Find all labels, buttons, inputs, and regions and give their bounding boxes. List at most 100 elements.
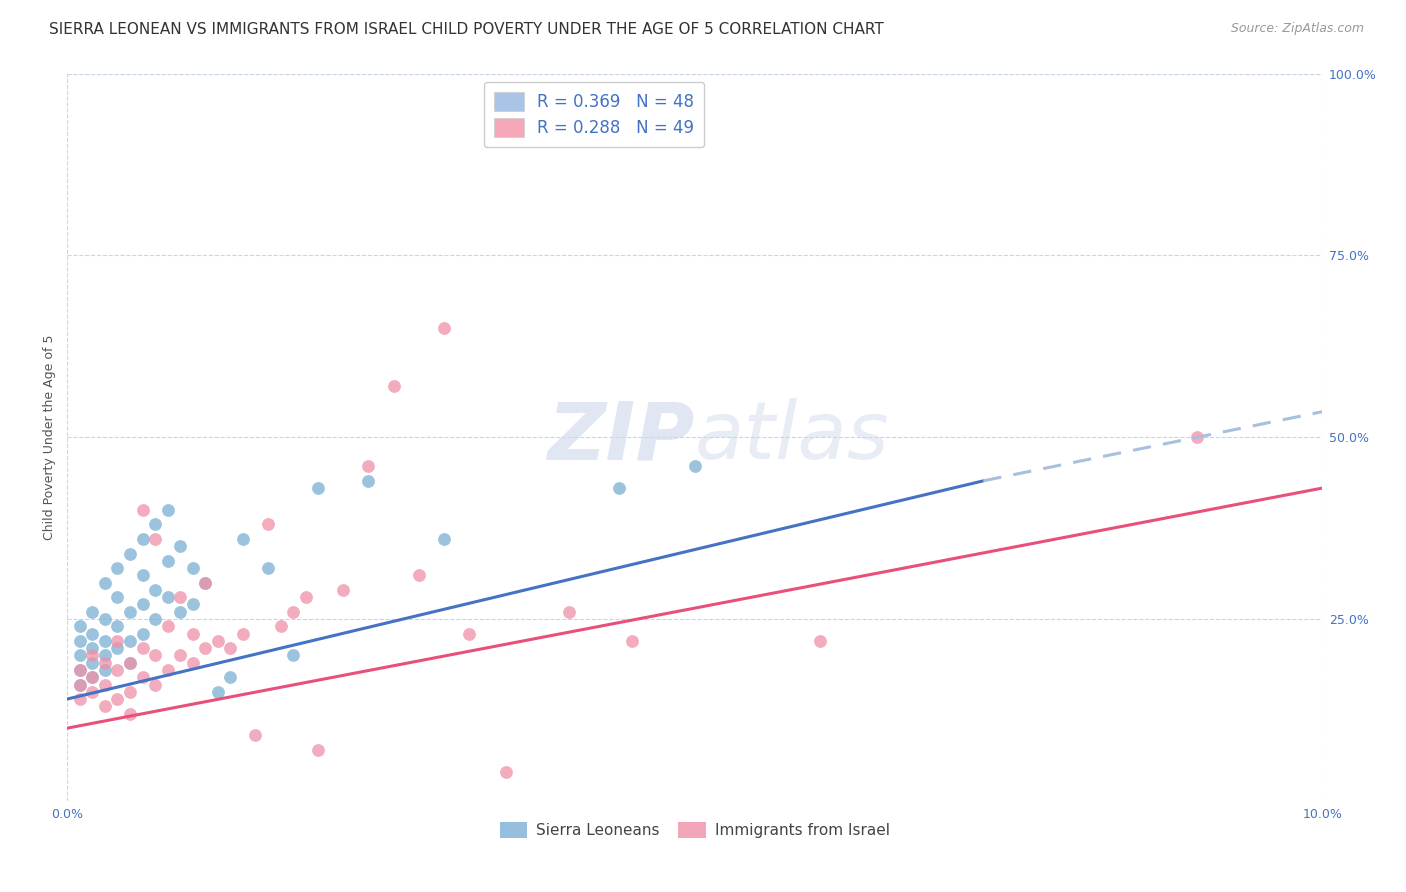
Point: [169, 605, 191, 619]
Point: [558, 605, 581, 619]
Point: [357, 474, 380, 488]
Point: [143, 517, 166, 532]
Point: [245, 728, 267, 742]
Point: [609, 481, 631, 495]
Y-axis label: Child Poverty Under the Age of 5: Child Poverty Under the Age of 5: [44, 334, 56, 540]
Point: [118, 633, 141, 648]
Point: [69, 692, 91, 706]
Point: [169, 539, 191, 553]
Point: [82, 626, 104, 640]
Point: [433, 321, 456, 335]
Text: SIERRA LEONEAN VS IMMIGRANTS FROM ISRAEL CHILD POVERTY UNDER THE AGE OF 5 CORREL: SIERRA LEONEAN VS IMMIGRANTS FROM ISRAEL…: [49, 22, 884, 37]
Point: [69, 663, 91, 677]
Point: [332, 582, 354, 597]
Point: [620, 633, 643, 648]
Point: [131, 598, 153, 612]
Point: [94, 612, 117, 626]
Point: [194, 575, 217, 590]
Point: [169, 591, 191, 605]
Point: [82, 685, 104, 699]
Point: [181, 626, 204, 640]
Point: [82, 670, 104, 684]
Point: [69, 677, 91, 691]
Point: [143, 582, 166, 597]
Point: [357, 459, 380, 474]
Point: [495, 764, 517, 779]
Point: [181, 598, 204, 612]
Point: [69, 633, 91, 648]
Point: [107, 591, 129, 605]
Point: [232, 626, 254, 640]
Text: Source: ZipAtlas.com: Source: ZipAtlas.com: [1230, 22, 1364, 36]
Point: [107, 633, 129, 648]
Point: [118, 547, 141, 561]
Point: [219, 641, 242, 656]
Point: [107, 619, 129, 633]
Point: [143, 648, 166, 663]
Point: [131, 626, 153, 640]
Point: [181, 656, 204, 670]
Point: [207, 685, 229, 699]
Point: [118, 605, 141, 619]
Point: [143, 612, 166, 626]
Point: [94, 699, 117, 714]
Point: [156, 619, 179, 633]
Point: [131, 641, 153, 656]
Point: [118, 656, 141, 670]
Point: [257, 517, 280, 532]
Point: [433, 532, 456, 546]
Point: [107, 692, 129, 706]
Point: [156, 554, 179, 568]
Point: [94, 656, 117, 670]
Legend: Sierra Leoneans, Immigrants from Israel: Sierra Leoneans, Immigrants from Israel: [494, 816, 896, 844]
Point: [143, 677, 166, 691]
Point: [118, 706, 141, 721]
Point: [69, 677, 91, 691]
Point: [156, 663, 179, 677]
Point: [281, 648, 304, 663]
Point: [94, 575, 117, 590]
Point: [131, 532, 153, 546]
Point: [69, 619, 91, 633]
Point: [156, 503, 179, 517]
Point: [107, 641, 129, 656]
Point: [382, 379, 405, 393]
Point: [270, 619, 292, 633]
Point: [94, 648, 117, 663]
Point: [207, 633, 229, 648]
Point: [219, 670, 242, 684]
Point: [69, 663, 91, 677]
Point: [307, 481, 329, 495]
Text: atlas: atlas: [695, 398, 890, 476]
Point: [181, 561, 204, 575]
Point: [118, 656, 141, 670]
Text: ZIP: ZIP: [547, 398, 695, 476]
Point: [82, 648, 104, 663]
Point: [82, 670, 104, 684]
Point: [232, 532, 254, 546]
Point: [94, 677, 117, 691]
Point: [281, 605, 304, 619]
Point: [169, 648, 191, 663]
Point: [1185, 430, 1208, 444]
Point: [194, 641, 217, 656]
Point: [131, 670, 153, 684]
Point: [307, 743, 329, 757]
Point: [107, 561, 129, 575]
Point: [118, 685, 141, 699]
Point: [94, 633, 117, 648]
Point: [808, 633, 831, 648]
Point: [82, 641, 104, 656]
Point: [94, 663, 117, 677]
Point: [131, 503, 153, 517]
Point: [257, 561, 280, 575]
Point: [107, 663, 129, 677]
Point: [143, 532, 166, 546]
Point: [69, 648, 91, 663]
Point: [156, 591, 179, 605]
Point: [457, 626, 479, 640]
Point: [82, 656, 104, 670]
Point: [194, 575, 217, 590]
Point: [82, 605, 104, 619]
Point: [131, 568, 153, 582]
